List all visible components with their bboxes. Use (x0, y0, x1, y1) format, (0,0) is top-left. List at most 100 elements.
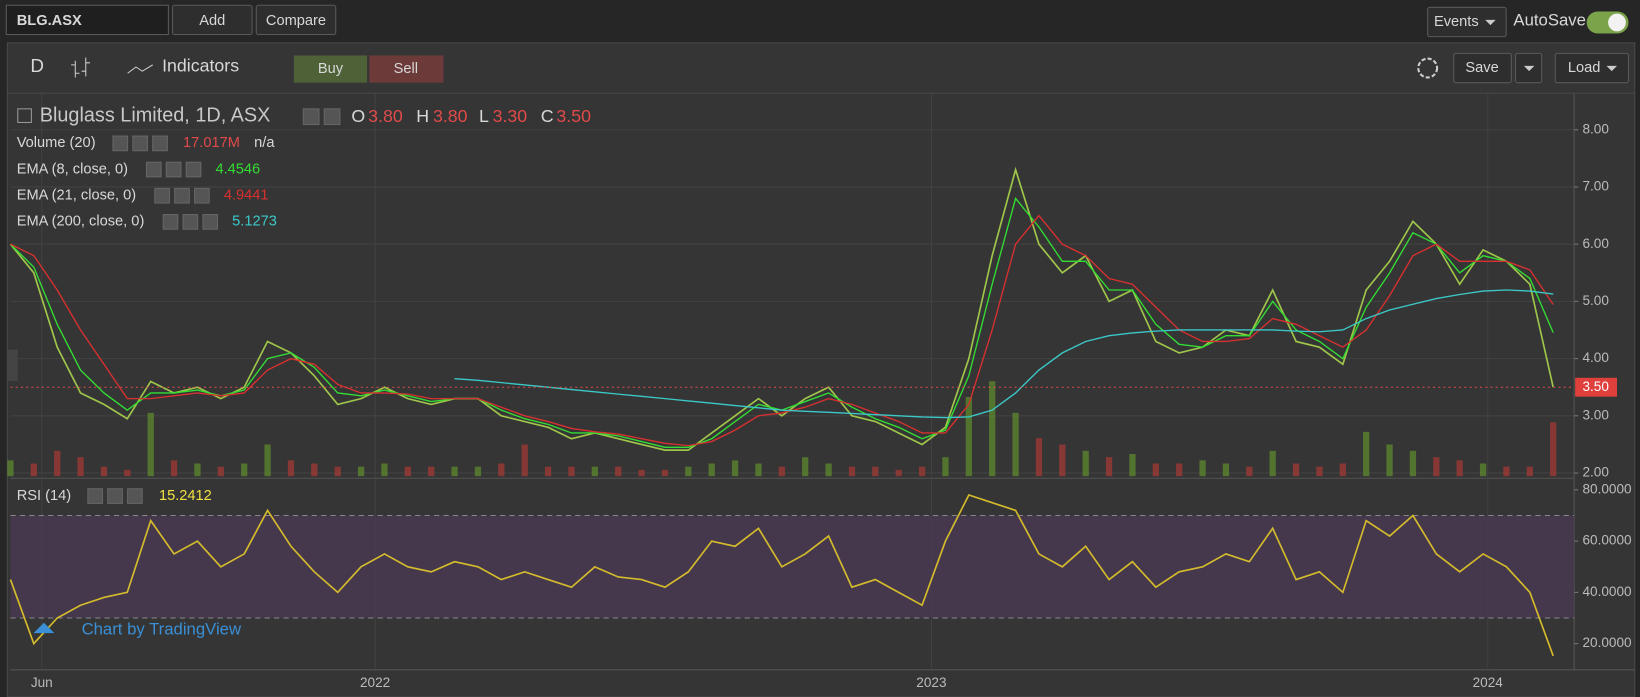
volume-bar (755, 463, 762, 477)
volume-bar (334, 466, 341, 477)
autosave-label: AutoSave (1513, 10, 1585, 29)
volume-bar (638, 469, 645, 477)
volume-bar (1479, 463, 1487, 477)
volume-bar (942, 457, 949, 477)
volume-bar (404, 466, 411, 477)
icon[interactable] (165, 161, 182, 178)
add-button[interactable] (172, 4, 253, 36)
volume-bar (1152, 463, 1159, 477)
ema-value: 5.1273 (232, 214, 277, 230)
volume-bar (778, 466, 785, 477)
volume-bar (428, 466, 435, 477)
collapse-icon[interactable] (17, 108, 32, 123)
volume-bar (124, 469, 131, 477)
rsi-band (10, 515, 1575, 619)
y-tick-label: 7.00 (1582, 179, 1609, 194)
side-toggle[interactable] (7, 349, 18, 381)
sell-button[interactable] (369, 55, 444, 83)
ohlc-value: 3.30 (493, 106, 528, 126)
watermark-logo (33, 622, 55, 634)
volume-bar (521, 444, 528, 477)
events-button[interactable] (1427, 6, 1507, 38)
icon[interactable] (112, 135, 129, 152)
chart-type-icon[interactable] (71, 57, 90, 78)
series-line (9, 166, 1555, 451)
icon[interactable] (162, 214, 179, 230)
icon[interactable] (202, 214, 219, 230)
legend-title: Bluglass Limited, 1D, ASX (40, 104, 271, 126)
y-tick-label: 20.0000 (1582, 635, 1632, 650)
icon[interactable] (127, 488, 143, 504)
volume-bar (1059, 444, 1066, 477)
volume-bar (848, 466, 856, 477)
x-tick-label: 2023 (916, 675, 946, 690)
volume-bar (1269, 450, 1276, 477)
volume-bar (1433, 457, 1440, 477)
icon[interactable] (152, 135, 168, 152)
caret (1523, 65, 1535, 72)
volume-bar (1316, 466, 1323, 477)
volume-bar (1246, 466, 1253, 477)
icon[interactable] (174, 187, 190, 204)
y-tick-label: 60.0000 (1582, 533, 1632, 548)
icon[interactable] (302, 108, 320, 126)
interval[interactable]: D (30, 55, 44, 76)
volume-bar (1339, 463, 1346, 477)
x-tick-label: 2022 (360, 675, 390, 690)
icon[interactable] (323, 108, 341, 126)
volume-bar (1176, 463, 1183, 477)
volume-bar (7, 460, 14, 477)
ohlc-key: C (541, 106, 554, 126)
volume-bar (918, 466, 926, 477)
icon[interactable] (87, 488, 104, 504)
compare-label: Compare (266, 13, 326, 29)
buy-button[interactable] (293, 55, 368, 83)
volume-bar (1409, 450, 1417, 477)
volume-bar (1386, 444, 1393, 477)
x-tick-label: Jun (31, 675, 53, 690)
icon[interactable] (107, 488, 123, 504)
icon[interactable] (182, 214, 199, 230)
ema-value: 4.4546 (215, 161, 260, 177)
volume-ma: n/a (254, 135, 275, 151)
toggle-knob (1608, 13, 1626, 32)
add-label: Add (199, 13, 225, 29)
watermark: Chart by TradingView (82, 619, 242, 638)
rsi-name: RSI (14) (17, 488, 71, 504)
series-line (10, 214, 1554, 447)
volume-name: Volume (20) (17, 135, 96, 151)
icon[interactable] (154, 187, 170, 204)
icon[interactable] (185, 161, 202, 178)
volume-bar (241, 463, 248, 477)
volume-bar (1550, 422, 1557, 477)
load-button[interactable] (1554, 52, 1630, 84)
volume-bar (1363, 431, 1370, 477)
compare-button[interactable] (255, 4, 337, 36)
volume-bar (1199, 460, 1206, 477)
volume-bar (264, 444, 271, 477)
save-label: Save (1465, 60, 1498, 76)
volume-bar (381, 463, 388, 477)
indicators-icon (127, 64, 153, 74)
icon[interactable] (132, 135, 148, 152)
symbol: BLG.ASX (17, 13, 82, 29)
save-button[interactable] (1453, 52, 1512, 84)
y-tick-label: 5.00 (1582, 293, 1609, 308)
last-price-label: 3.50 (1582, 379, 1609, 394)
ohlc-value: 3.50 (556, 106, 591, 126)
last-price-box (1575, 377, 1617, 397)
volume-bar (1503, 466, 1510, 477)
caret (1606, 65, 1617, 72)
y-tick-label: 40.0000 (1582, 584, 1632, 599)
indicators[interactable]: Indicators (162, 56, 239, 76)
symbol-input[interactable] (5, 4, 169, 36)
volume-bar (1526, 466, 1533, 477)
icon[interactable] (145, 161, 162, 178)
volume-bar (1012, 412, 1019, 477)
icon[interactable] (194, 187, 210, 204)
settings-icon[interactable] (1417, 57, 1439, 79)
volume-bar (357, 466, 365, 477)
caret (1485, 19, 1496, 26)
volume-bar (1082, 450, 1089, 477)
